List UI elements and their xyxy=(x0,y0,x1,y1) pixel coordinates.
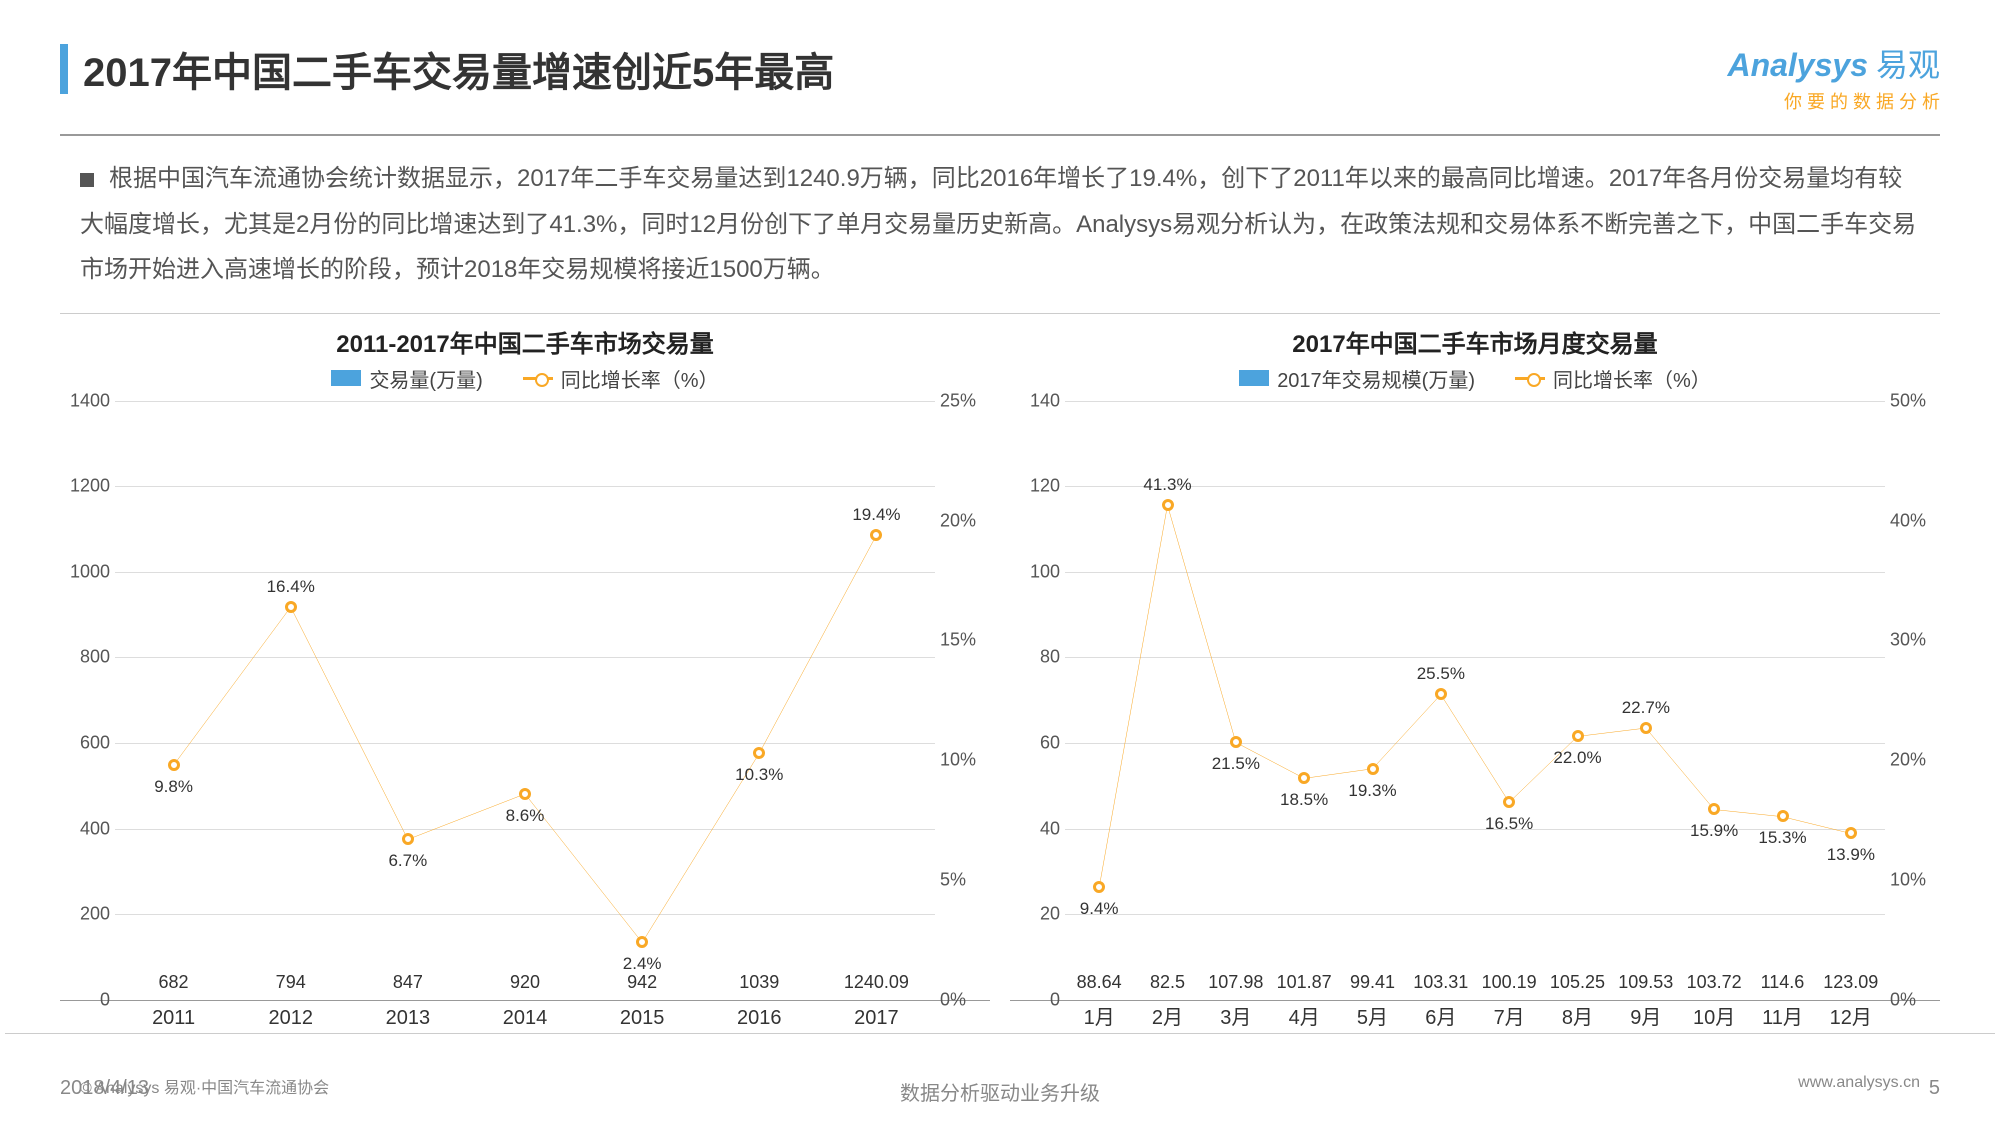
line-marker xyxy=(1777,810,1789,822)
chart-title: 2017年中国二手车市场月度交易量 xyxy=(1010,324,1940,359)
logo: Analysys易观 你 要 的 数 据 分 析 xyxy=(1727,40,1940,114)
line-marker xyxy=(1093,881,1105,893)
line-marker xyxy=(1367,763,1379,775)
x-tick-label: 5月 xyxy=(1338,1001,1406,1030)
page-title: 2017年中国二手车交易量增速创近5年最高 xyxy=(83,40,834,98)
legend-line: 同比增长率（%） xyxy=(523,364,719,393)
line-marker xyxy=(636,936,648,948)
x-tick-label: 3月 xyxy=(1202,1001,1270,1030)
x-tick-label: 2014 xyxy=(466,1007,583,1030)
line-value-label: 10.3% xyxy=(735,765,783,785)
legend-bar: 2017年交易规模(万量) xyxy=(1239,364,1475,393)
line-overlay xyxy=(115,401,935,1000)
line-value-label: 16.5% xyxy=(1485,814,1533,834)
line-value-label: 9.4% xyxy=(1080,899,1119,919)
body-text: 根据中国汽车流通协会统计数据显示，2017年二手车交易量达到1240.9万辆，同… xyxy=(80,165,1916,283)
line-marker xyxy=(519,788,531,800)
line-value-label: 13.9% xyxy=(1827,845,1875,865)
y-axis-right: 0%10%20%30%40%50% xyxy=(1890,401,1940,1000)
header: 2017年中国二手车交易量增速创近5年最高 Analysys易观 你 要 的 数… xyxy=(0,0,2000,124)
title-accent-bar xyxy=(60,44,68,94)
line-value-label: 15.3% xyxy=(1758,828,1806,848)
x-tick-label: 9月 xyxy=(1612,1001,1680,1030)
line-marker xyxy=(402,833,414,845)
line-value-label: 25.5% xyxy=(1417,664,1465,684)
line-marker xyxy=(753,747,765,759)
line-marker xyxy=(870,529,882,541)
charts-container: 2011-2017年中国二手车市场交易量 交易量(万量) 同比增长率（%） 02… xyxy=(60,313,1940,1033)
line-value-label: 16.4% xyxy=(267,577,315,597)
line-value-label: 18.5% xyxy=(1280,790,1328,810)
line-marker xyxy=(285,601,297,613)
x-tick-label: 2013 xyxy=(349,1007,466,1030)
x-tick-label: 2012 xyxy=(232,1007,349,1030)
x-tick-label: 8月 xyxy=(1543,1001,1611,1030)
line-marker xyxy=(1435,688,1447,700)
footer-page: 5 xyxy=(1929,1077,1940,1100)
x-tick-label: 11月 xyxy=(1748,1001,1816,1030)
x-tick-label: 2017 xyxy=(818,1007,935,1030)
line-marker xyxy=(1503,796,1515,808)
legend-line: 同比增长率（%） xyxy=(1515,364,1711,393)
footer-date: 2018/4/13 xyxy=(60,1077,149,1100)
x-axis-labels: 2011201220132014201520162017 xyxy=(115,1007,935,1030)
x-tick-label: 7月 xyxy=(1475,1001,1543,1030)
line-value-label: 22.0% xyxy=(1553,748,1601,768)
line-value-label: 41.3% xyxy=(1143,475,1191,495)
line-marker xyxy=(1572,730,1584,742)
line-value-label: 8.6% xyxy=(506,806,545,826)
x-tick-label: 1月 xyxy=(1065,1001,1133,1030)
x-axis-labels: 1月2月3月4月5月6月7月8月9月10月11月12月 xyxy=(1065,1001,1885,1030)
chart-title: 2011-2017年中国二手车市场交易量 xyxy=(60,324,990,359)
x-tick-label: 2月 xyxy=(1133,1001,1201,1030)
line-value-label: 15.9% xyxy=(1690,821,1738,841)
line-marker xyxy=(1708,803,1720,815)
chart-legend: 交易量(万量) 同比增长率（%） xyxy=(60,364,990,393)
y-axis-right: 0%5%10%15%20%25% xyxy=(940,401,990,1000)
line-value-label: 2.4% xyxy=(623,954,662,974)
plot-area: 0204060801001201400%10%20%30%40%50% 88.6… xyxy=(1010,401,1940,1001)
footer-mid: 数据分析驱动业务升级 xyxy=(900,1077,1100,1106)
line-value-label: 6.7% xyxy=(388,851,427,871)
line-marker xyxy=(1640,722,1652,734)
x-tick-label: 4月 xyxy=(1270,1001,1338,1030)
line-value-label: 19.4% xyxy=(852,505,900,525)
line-value-label: 22.7% xyxy=(1622,698,1670,718)
logo-text-cn: 易观 xyxy=(1876,47,1940,83)
footer: 2018/4/13 数据分析驱动业务升级 5 xyxy=(0,1077,2000,1100)
legend-bar: 交易量(万量) xyxy=(331,364,482,393)
x-tick-label: 10月 xyxy=(1680,1001,1748,1030)
line-marker xyxy=(168,759,180,771)
chart-yearly: 2011-2017年中国二手车市场交易量 交易量(万量) 同比增长率（%） 02… xyxy=(60,324,990,1033)
title-block: 2017年中国二手车交易量增速创近5年最高 xyxy=(60,40,834,98)
x-tick-label: 6月 xyxy=(1407,1001,1475,1030)
y-axis-left: 0200400600800100012001400 xyxy=(60,401,110,1000)
plot-area: 0200400600800100012001400 0%5%10%15%20%25… xyxy=(60,401,990,1001)
y-axis-left: 020406080100120140 xyxy=(1010,401,1060,1000)
bullet-icon xyxy=(80,173,94,187)
logo-text-en: Analysys xyxy=(1727,47,1868,83)
x-tick-label: 2016 xyxy=(701,1007,818,1030)
body-paragraph: 根据中国汽车流通协会统计数据显示，2017年二手车交易量达到1240.9万辆，同… xyxy=(0,136,2000,303)
x-tick-label: 2011 xyxy=(115,1007,232,1030)
line-marker xyxy=(1162,499,1174,511)
chart-legend: 2017年交易规模(万量) 同比增长率（%） xyxy=(1010,364,1940,393)
chart-monthly: 2017年中国二手车市场月度交易量 2017年交易规模(万量) 同比增长率（%）… xyxy=(1010,324,1940,1033)
line-value-label: 9.8% xyxy=(154,777,193,797)
x-tick-label: 2015 xyxy=(584,1007,701,1030)
line-value-label: 19.3% xyxy=(1348,781,1396,801)
line-marker xyxy=(1298,772,1310,784)
line-marker xyxy=(1845,827,1857,839)
x-tick-label: 12月 xyxy=(1817,1001,1885,1030)
line-marker xyxy=(1230,736,1242,748)
logo-tagline: 你 要 的 数 据 分 析 xyxy=(1727,88,1940,114)
line-value-label: 21.5% xyxy=(1212,754,1260,774)
